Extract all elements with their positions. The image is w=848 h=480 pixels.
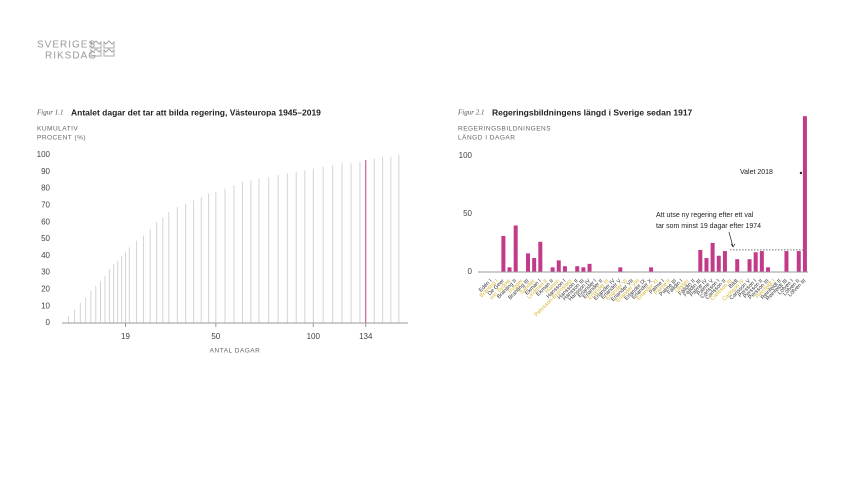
annotation-dot xyxy=(799,171,803,175)
bar xyxy=(747,259,752,272)
y-axis-label: LÄNGD I DAGAR xyxy=(458,134,515,142)
y-tick-label: 50 xyxy=(41,234,50,243)
bar xyxy=(704,258,709,272)
bar xyxy=(507,267,512,272)
x-tick-label: 134 xyxy=(359,332,373,341)
y-tick-label: 90 xyxy=(41,167,50,176)
y-tick-label: 80 xyxy=(41,184,50,193)
y-tick-label: 40 xyxy=(41,251,50,260)
annotation-arrow xyxy=(728,231,736,248)
bar xyxy=(501,235,506,272)
x-axis-label: ANTAL DAGAR xyxy=(210,348,261,355)
logo-line2: RIKSDAG xyxy=(45,51,97,62)
annotation: Valet 2018 xyxy=(740,169,773,176)
y-tick-label: 0 xyxy=(468,267,473,276)
bar xyxy=(649,267,654,272)
bar xyxy=(550,267,555,272)
bar xyxy=(532,258,537,272)
bar xyxy=(526,253,530,272)
y-tick-label: 100 xyxy=(459,151,473,160)
y-tick-label: 100 xyxy=(37,150,51,159)
figure-label: Figur 2.1 xyxy=(457,109,484,117)
annotation: tar som minst 19 dagar efter 1974 xyxy=(656,223,761,230)
bar xyxy=(581,267,586,272)
bar xyxy=(766,267,770,272)
y-tick-label: 30 xyxy=(41,268,50,277)
bar xyxy=(722,251,727,272)
y-axis-label: PROCENT (%) xyxy=(37,135,86,142)
bar xyxy=(513,225,518,272)
y-axis-label: REGERINGSBILDNINGENS xyxy=(458,126,551,133)
bar xyxy=(562,266,567,272)
y-tick-label: 70 xyxy=(41,201,50,210)
x-tick-label: 100 xyxy=(307,332,321,341)
bar xyxy=(753,252,758,272)
x-tick-label: 50 xyxy=(211,332,220,341)
bar xyxy=(556,260,561,272)
y-tick-label: 60 xyxy=(41,217,50,226)
y-tick-label: 20 xyxy=(41,285,50,294)
y-tick-label: 10 xyxy=(41,301,50,310)
y-tick-label: 0 xyxy=(46,318,51,327)
y-axis-label: KUMULATIV xyxy=(37,126,78,133)
bar xyxy=(735,259,740,272)
logo-crowns xyxy=(90,40,115,57)
bar xyxy=(698,249,703,272)
bar xyxy=(796,251,801,272)
x-tick-label: 19 xyxy=(121,332,130,341)
chart-title: Regeringsbildningens längd i Sverige sed… xyxy=(492,107,693,117)
bar xyxy=(716,255,721,272)
bar xyxy=(710,242,715,272)
bar xyxy=(575,266,580,272)
annotation: Att utse ny regering efter ett val xyxy=(656,212,754,219)
bar xyxy=(784,251,789,272)
logo-line1: SVERIGES xyxy=(37,40,96,51)
bar xyxy=(587,263,592,272)
bar xyxy=(618,267,623,272)
y-tick-label: 50 xyxy=(463,209,472,218)
bar xyxy=(802,116,807,272)
chart-title: Antalet dagar det tar att bilda regering… xyxy=(71,107,321,117)
figure-label: Figur 1.1 xyxy=(36,109,63,117)
bar xyxy=(759,251,764,272)
bar xyxy=(538,241,543,272)
